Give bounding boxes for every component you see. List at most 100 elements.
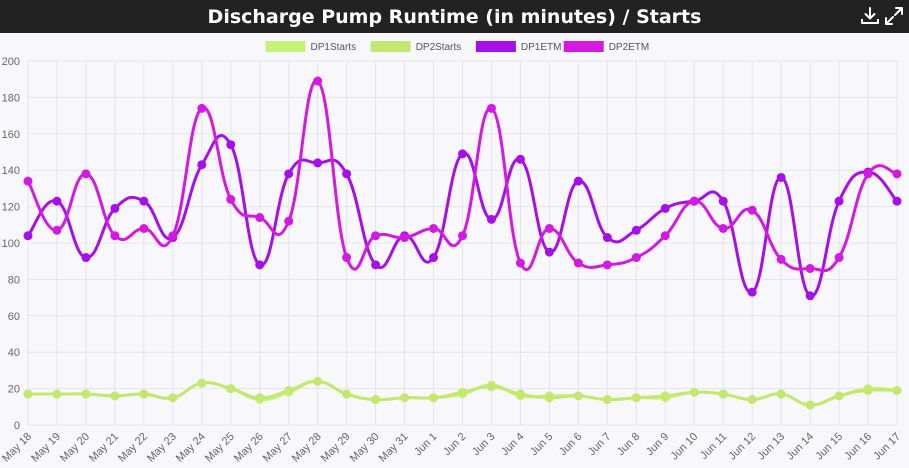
data-point[interactable]: [52, 389, 62, 399]
data-point[interactable]: [23, 176, 33, 186]
legend-item[interactable]: DP1Starts: [265, 41, 357, 53]
data-point[interactable]: [197, 160, 207, 170]
data-point[interactable]: [515, 258, 525, 268]
legend-item[interactable]: DP2ETM: [563, 41, 650, 53]
data-point[interactable]: [23, 231, 33, 241]
data-point[interactable]: [371, 260, 381, 270]
data-point[interactable]: [834, 196, 844, 206]
data-point[interactable]: [226, 194, 236, 204]
data-point[interactable]: [486, 103, 496, 113]
download-icon[interactable]: [859, 5, 881, 27]
data-point[interactable]: [52, 196, 62, 206]
y-tick-label: 200: [2, 56, 20, 68]
data-point[interactable]: [81, 389, 91, 399]
data-point[interactable]: [805, 400, 815, 410]
data-point[interactable]: [776, 254, 786, 264]
data-point[interactable]: [342, 389, 352, 399]
data-point[interactable]: [515, 389, 525, 399]
data-point[interactable]: [544, 393, 554, 403]
data-point[interactable]: [255, 213, 265, 223]
data-point[interactable]: [342, 169, 352, 179]
data-point[interactable]: [400, 393, 410, 403]
data-point[interactable]: [226, 384, 236, 394]
data-point[interactable]: [313, 76, 323, 86]
x-tick-label: Jun 13: [755, 431, 787, 463]
data-point[interactable]: [23, 389, 33, 399]
data-point[interactable]: [255, 260, 265, 270]
legend-item[interactable]: DP2Starts: [370, 41, 462, 53]
data-point[interactable]: [544, 223, 554, 233]
data-point[interactable]: [631, 225, 641, 235]
data-point[interactable]: [776, 389, 786, 399]
data-point[interactable]: [718, 389, 728, 399]
legend-label: DP2Starts: [416, 42, 462, 53]
data-point[interactable]: [892, 385, 902, 395]
data-point[interactable]: [284, 216, 294, 226]
data-point[interactable]: [458, 149, 467, 159]
data-point[interactable]: [660, 203, 670, 213]
data-point[interactable]: [371, 395, 381, 405]
data-point[interactable]: [747, 395, 757, 405]
data-point[interactable]: [110, 231, 120, 241]
data-point[interactable]: [689, 387, 699, 397]
data-point[interactable]: [776, 172, 786, 182]
data-point[interactable]: [255, 393, 265, 403]
data-point[interactable]: [602, 395, 612, 405]
data-point[interactable]: [631, 253, 641, 263]
legend-item[interactable]: DP1ETM: [475, 41, 562, 53]
data-point[interactable]: [139, 196, 149, 206]
data-point[interactable]: [718, 196, 728, 206]
x-tick-label: Jun 15: [813, 431, 845, 463]
data-point[interactable]: [284, 385, 294, 395]
data-point[interactable]: [718, 223, 728, 233]
data-point[interactable]: [139, 389, 149, 399]
data-point[interactable]: [197, 103, 207, 113]
data-point[interactable]: [573, 391, 583, 401]
data-point[interactable]: [110, 203, 120, 213]
data-point[interactable]: [81, 169, 91, 179]
data-point[interactable]: [863, 385, 873, 395]
data-point[interactable]: [834, 253, 844, 263]
data-point[interactable]: [313, 376, 323, 386]
data-point[interactable]: [602, 233, 612, 243]
data-point[interactable]: [544, 247, 554, 257]
data-point[interactable]: [429, 393, 439, 403]
data-point[interactable]: [805, 291, 815, 301]
data-point[interactable]: [168, 393, 178, 403]
data-point[interactable]: [805, 263, 815, 273]
x-tick-label: May 23: [145, 431, 179, 465]
data-point[interactable]: [486, 214, 496, 224]
data-point[interactable]: [863, 169, 873, 179]
data-point[interactable]: [747, 205, 757, 215]
data-point[interactable]: [429, 223, 439, 233]
data-point[interactable]: [892, 196, 902, 206]
data-point[interactable]: [400, 233, 410, 243]
expand-icon[interactable]: [883, 5, 905, 27]
data-point[interactable]: [429, 253, 439, 263]
data-point[interactable]: [892, 169, 902, 179]
data-point[interactable]: [284, 169, 294, 179]
data-point[interactable]: [458, 387, 467, 397]
data-point[interactable]: [226, 140, 236, 150]
data-point[interactable]: [573, 258, 583, 268]
data-point[interactable]: [110, 391, 120, 401]
data-point[interactable]: [631, 393, 641, 403]
data-point[interactable]: [139, 223, 149, 233]
data-point[interactable]: [458, 231, 467, 241]
data-point[interactable]: [602, 260, 612, 270]
data-point[interactable]: [52, 225, 62, 235]
data-point[interactable]: [81, 253, 91, 263]
data-point[interactable]: [515, 154, 525, 164]
data-point[interactable]: [313, 158, 323, 168]
data-point[interactable]: [573, 176, 583, 186]
data-point[interactable]: [371, 231, 381, 241]
data-point[interactable]: [168, 231, 178, 241]
data-point[interactable]: [660, 231, 670, 241]
data-point[interactable]: [660, 391, 670, 401]
data-point[interactable]: [689, 196, 699, 206]
data-point[interactable]: [197, 378, 207, 388]
data-point[interactable]: [486, 382, 496, 392]
data-point[interactable]: [747, 287, 757, 297]
data-point[interactable]: [342, 253, 352, 263]
data-point[interactable]: [834, 391, 844, 401]
